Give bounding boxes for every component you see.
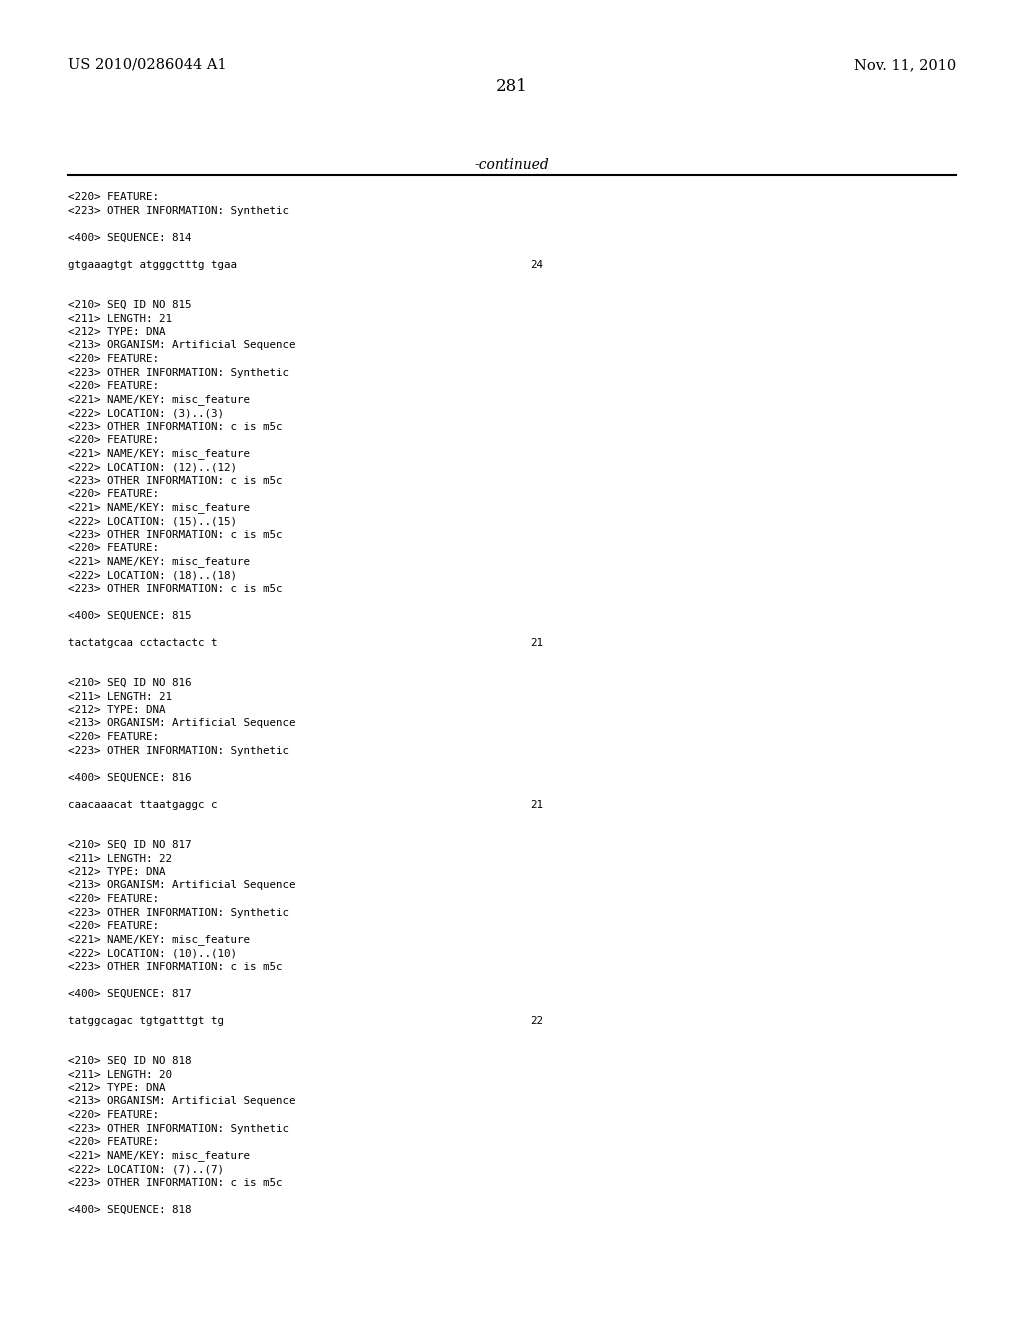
Text: <212> TYPE: DNA: <212> TYPE: DNA — [68, 1082, 166, 1093]
Text: 24: 24 — [530, 260, 543, 269]
Text: <223> OTHER INFORMATION: Synthetic: <223> OTHER INFORMATION: Synthetic — [68, 367, 289, 378]
Text: <400> SEQUENCE: 817: <400> SEQUENCE: 817 — [68, 989, 191, 998]
Text: 21: 21 — [530, 638, 543, 648]
Text: <222> LOCATION: (12)..(12): <222> LOCATION: (12)..(12) — [68, 462, 237, 473]
Text: <223> OTHER INFORMATION: c is m5c: <223> OTHER INFORMATION: c is m5c — [68, 961, 283, 972]
Text: <220> FEATURE:: <220> FEATURE: — [68, 1110, 159, 1119]
Text: <222> LOCATION: (7)..(7): <222> LOCATION: (7)..(7) — [68, 1164, 224, 1173]
Text: <213> ORGANISM: Artificial Sequence: <213> ORGANISM: Artificial Sequence — [68, 1097, 296, 1106]
Text: <222> LOCATION: (18)..(18): <222> LOCATION: (18)..(18) — [68, 570, 237, 579]
Text: <213> ORGANISM: Artificial Sequence: <213> ORGANISM: Artificial Sequence — [68, 880, 296, 891]
Text: <220> FEATURE:: <220> FEATURE: — [68, 488, 159, 499]
Text: <210> SEQ ID NO 817: <210> SEQ ID NO 817 — [68, 840, 191, 850]
Text: <211> LENGTH: 21: <211> LENGTH: 21 — [68, 692, 172, 701]
Text: <223> OTHER INFORMATION: c is m5c: <223> OTHER INFORMATION: c is m5c — [68, 583, 283, 594]
Text: <400> SEQUENCE: 816: <400> SEQUENCE: 816 — [68, 772, 191, 783]
Text: <220> FEATURE:: <220> FEATURE: — [68, 436, 159, 445]
Text: <213> ORGANISM: Artificial Sequence: <213> ORGANISM: Artificial Sequence — [68, 341, 296, 351]
Text: <222> LOCATION: (15)..(15): <222> LOCATION: (15)..(15) — [68, 516, 237, 525]
Text: <220> FEATURE:: <220> FEATURE: — [68, 921, 159, 931]
Text: <220> FEATURE:: <220> FEATURE: — [68, 1137, 159, 1147]
Text: <221> NAME/KEY: misc_feature: <221> NAME/KEY: misc_feature — [68, 503, 250, 513]
Text: <223> OTHER INFORMATION: c is m5c: <223> OTHER INFORMATION: c is m5c — [68, 421, 283, 432]
Text: <222> LOCATION: (3)..(3): <222> LOCATION: (3)..(3) — [68, 408, 224, 418]
Text: <211> LENGTH: 21: <211> LENGTH: 21 — [68, 314, 172, 323]
Text: <223> OTHER INFORMATION: c is m5c: <223> OTHER INFORMATION: c is m5c — [68, 475, 283, 486]
Text: Nov. 11, 2010: Nov. 11, 2010 — [854, 58, 956, 73]
Text: <212> TYPE: DNA: <212> TYPE: DNA — [68, 705, 166, 715]
Text: <400> SEQUENCE: 818: <400> SEQUENCE: 818 — [68, 1204, 191, 1214]
Text: <210> SEQ ID NO 815: <210> SEQ ID NO 815 — [68, 300, 191, 310]
Text: <220> FEATURE:: <220> FEATURE: — [68, 894, 159, 904]
Text: <220> FEATURE:: <220> FEATURE: — [68, 381, 159, 391]
Text: <210> SEQ ID NO 816: <210> SEQ ID NO 816 — [68, 678, 191, 688]
Text: <223> OTHER INFORMATION: c is m5c: <223> OTHER INFORMATION: c is m5c — [68, 529, 283, 540]
Text: <213> ORGANISM: Artificial Sequence: <213> ORGANISM: Artificial Sequence — [68, 718, 296, 729]
Text: tatggcagac tgtgatttgt tg: tatggcagac tgtgatttgt tg — [68, 1015, 224, 1026]
Text: <211> LENGTH: 20: <211> LENGTH: 20 — [68, 1069, 172, 1080]
Text: <221> NAME/KEY: misc_feature: <221> NAME/KEY: misc_feature — [68, 449, 250, 459]
Text: 21: 21 — [530, 800, 543, 809]
Text: 22: 22 — [530, 1015, 543, 1026]
Text: <220> FEATURE:: <220> FEATURE: — [68, 733, 159, 742]
Text: 281: 281 — [496, 78, 528, 95]
Text: <400> SEQUENCE: 815: <400> SEQUENCE: 815 — [68, 610, 191, 620]
Text: <221> NAME/KEY: misc_feature: <221> NAME/KEY: misc_feature — [68, 935, 250, 945]
Text: <212> TYPE: DNA: <212> TYPE: DNA — [68, 327, 166, 337]
Text: <210> SEQ ID NO 818: <210> SEQ ID NO 818 — [68, 1056, 191, 1067]
Text: <221> NAME/KEY: misc_feature: <221> NAME/KEY: misc_feature — [68, 557, 250, 568]
Text: <223> OTHER INFORMATION: c is m5c: <223> OTHER INFORMATION: c is m5c — [68, 1177, 283, 1188]
Text: <220> FEATURE:: <220> FEATURE: — [68, 191, 159, 202]
Text: <221> NAME/KEY: misc_feature: <221> NAME/KEY: misc_feature — [68, 1151, 250, 1162]
Text: <211> LENGTH: 22: <211> LENGTH: 22 — [68, 854, 172, 863]
Text: <220> FEATURE:: <220> FEATURE: — [68, 354, 159, 364]
Text: <212> TYPE: DNA: <212> TYPE: DNA — [68, 867, 166, 876]
Text: tactatgcaa cctactactc t: tactatgcaa cctactactc t — [68, 638, 217, 648]
Text: US 2010/0286044 A1: US 2010/0286044 A1 — [68, 58, 226, 73]
Text: <223> OTHER INFORMATION: Synthetic: <223> OTHER INFORMATION: Synthetic — [68, 206, 289, 215]
Text: <223> OTHER INFORMATION: Synthetic: <223> OTHER INFORMATION: Synthetic — [68, 908, 289, 917]
Text: <221> NAME/KEY: misc_feature: <221> NAME/KEY: misc_feature — [68, 395, 250, 405]
Text: gtgaaagtgt atgggctttg tgaa: gtgaaagtgt atgggctttg tgaa — [68, 260, 237, 269]
Text: caacaaacat ttaatgaggc c: caacaaacat ttaatgaggc c — [68, 800, 217, 809]
Text: <223> OTHER INFORMATION: Synthetic: <223> OTHER INFORMATION: Synthetic — [68, 1123, 289, 1134]
Text: -continued: -continued — [475, 158, 549, 172]
Text: <223> OTHER INFORMATION: Synthetic: <223> OTHER INFORMATION: Synthetic — [68, 746, 289, 755]
Text: <222> LOCATION: (10)..(10): <222> LOCATION: (10)..(10) — [68, 948, 237, 958]
Text: <220> FEATURE:: <220> FEATURE: — [68, 543, 159, 553]
Text: <400> SEQUENCE: 814: <400> SEQUENCE: 814 — [68, 232, 191, 243]
